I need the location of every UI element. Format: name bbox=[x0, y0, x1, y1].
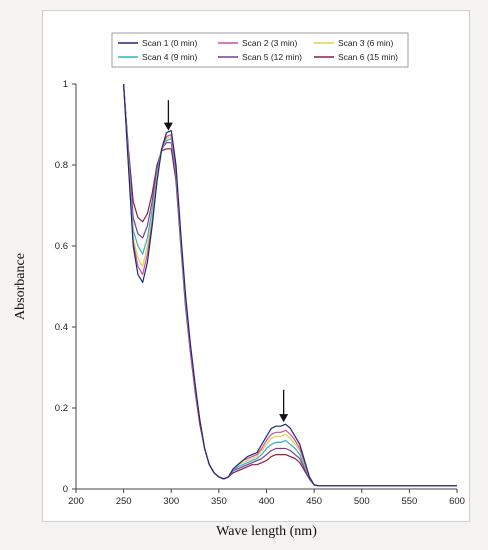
x-tick-label: 600 bbox=[449, 496, 465, 507]
y-axis: 0 0.2 0.4 0.6 0.8 1 bbox=[55, 79, 76, 495]
y-tick-label: 1 bbox=[63, 79, 68, 90]
series-lines bbox=[123, 83, 457, 487]
legend-label: Scan 2 (3 min) bbox=[242, 38, 297, 48]
arrow-head bbox=[279, 414, 289, 423]
arrow-head bbox=[163, 122, 173, 131]
series-line bbox=[123, 83, 457, 487]
legend: Scan 1 (0 min) Scan 2 (3 min) Scan 3 (6 mi… bbox=[111, 32, 409, 68]
y-tick-label: 0.6 bbox=[55, 241, 68, 252]
x-tick-label: 200 bbox=[68, 496, 84, 507]
y-tick-label: 0 bbox=[63, 484, 68, 495]
x-tick-label: 400 bbox=[259, 496, 275, 507]
x-tick-label: 450 bbox=[306, 496, 322, 507]
x-tick-label: 250 bbox=[116, 496, 132, 507]
x-axis-title: Wave length (nm) bbox=[216, 524, 317, 539]
legend-label: Scan 4 (9 min) bbox=[142, 52, 197, 62]
legend-box bbox=[111, 32, 409, 68]
annotations bbox=[163, 100, 289, 423]
y-tick-label: 0.2 bbox=[55, 403, 68, 414]
x-tick-label: 300 bbox=[163, 496, 179, 507]
legend-label: Scan 3 (6 min) bbox=[338, 38, 393, 48]
x-tick-label: 350 bbox=[211, 496, 227, 507]
x-tick-label: 500 bbox=[354, 496, 370, 507]
legend-label: Scan 1 (0 min) bbox=[142, 38, 197, 48]
y-tick-label: 0.8 bbox=[55, 160, 68, 171]
y-tick-label: 0.4 bbox=[55, 322, 68, 333]
legend-label: Scan 6 (15 min) bbox=[338, 52, 398, 62]
y-axis-title: Absorbance bbox=[13, 253, 28, 320]
plot-background bbox=[76, 84, 457, 489]
legend-label: Scan 5 (12 min) bbox=[242, 52, 302, 62]
plot-area bbox=[75, 84, 457, 490]
x-axis: 200 250 300 350 400 450 500 550 600 bbox=[68, 489, 465, 507]
x-tick-label: 550 bbox=[401, 496, 417, 507]
